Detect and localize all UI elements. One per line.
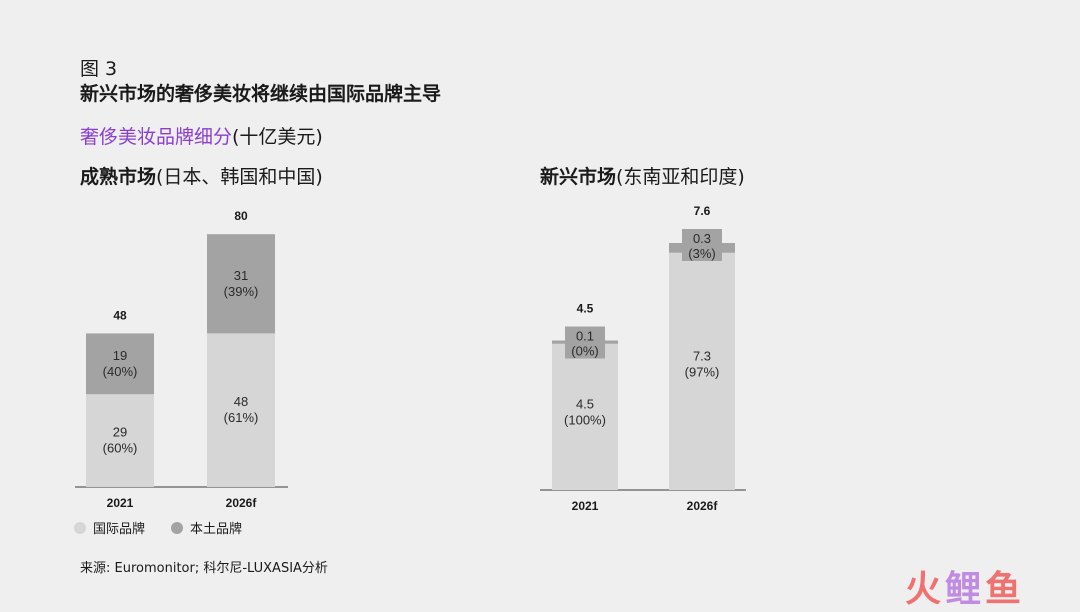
watermark-char-1: 火: [905, 569, 946, 610]
mature-label-international-share-2021: (60%): [103, 441, 138, 456]
legend-item-international: 国际品牌: [74, 518, 145, 537]
mature-market-title: 成熟市场(日本、韩国和中国): [80, 162, 323, 189]
mature-label-international-value-2021: 29: [113, 425, 127, 440]
emerging-label-local-value-2021: 0.1: [576, 329, 594, 344]
mature-x-tick-2021: 2021: [107, 496, 134, 510]
emerging-total-2021: 4.5: [577, 302, 594, 316]
watermark-char-2: 鲤: [945, 569, 986, 610]
mature-bar-international-2026f: [207, 333, 275, 487]
mature-label-local-share-2026f: (39%): [224, 284, 259, 299]
emerging-callout-local-2026f: [682, 229, 722, 261]
figure-title: 新兴市场的奢侈美妆将继续由国际品牌主导: [80, 83, 442, 105]
legend-item-local: 本土品牌: [171, 518, 242, 537]
mature-label-international-value-2026f: 48: [234, 394, 248, 409]
mature-label-local-value-2026f: 31: [234, 268, 248, 283]
chart-subtitle: 奢侈美妆品牌细分(十亿美元): [80, 122, 323, 149]
mature-total-2021: 48: [113, 308, 127, 322]
mature-bar-international-2021: [86, 394, 154, 487]
mature-market-title-bold: 成熟市场: [80, 166, 157, 188]
legend-dot-international: [74, 521, 86, 534]
emerging-market-title-bold: 新兴市场: [540, 166, 617, 188]
legend-label-international: 国际品牌: [93, 522, 146, 537]
emerging-callout-local-2021: [565, 326, 605, 359]
mature-label-local-value-2021: 19: [113, 348, 127, 363]
mature-label-local-share-2021: (40%): [103, 364, 138, 379]
emerging-market-title-rest: (东南亚和印度): [616, 166, 745, 188]
emerging-label-local-value-2026f: 0.3: [693, 231, 711, 246]
emerging-bar-international-2021: [552, 343, 618, 490]
legend: 国际品牌 本土品牌: [74, 518, 268, 537]
legend-label-local: 本土品牌: [190, 522, 243, 537]
mature-bar-local-2021: [86, 333, 154, 395]
legend-dot-local: [171, 521, 184, 534]
emerging-label-international-value-2021: 4.5: [576, 396, 594, 411]
subtitle-unit: (十亿美元): [232, 126, 323, 148]
emerging-label-local-share-2026f: (3%): [688, 246, 715, 261]
watermark-logo: 火鲤鱼: [905, 560, 1025, 612]
emerging-x-tick-2021: 2021: [572, 499, 599, 513]
mature-bar-local-2026f: [207, 234, 275, 334]
mature-label-international-share-2026f: (61%): [224, 410, 259, 425]
emerging-label-international-value-2026f: 7.3: [693, 348, 711, 363]
emerging-label-international-share-2026f: (97%): [685, 364, 720, 379]
emerging-total-2026f: 7.6: [694, 204, 711, 218]
watermark-char-3: 鱼: [985, 569, 1026, 610]
emerging-x-tick-2026f: 2026f: [687, 499, 719, 513]
emerging-label-international-share-2021: (100%): [564, 412, 606, 427]
mature-x-tick-2026f: 2026f: [226, 496, 258, 510]
mature-market-title-rest: (日本、韩国和中国): [156, 166, 323, 188]
emerging-market-title: 新兴市场(东南亚和印度): [540, 162, 745, 189]
emerging-label-local-share-2021: (0%): [571, 344, 598, 359]
emerging-bar-international-2026f: [669, 252, 735, 490]
source-note: 来源: Euromonitor; 科尔尼-LUXASIA分析: [80, 561, 328, 576]
mature-total-2026f: 80: [234, 209, 248, 223]
figure-label: 图 3: [80, 58, 118, 80]
subtitle-text: 奢侈美妆品牌细分: [80, 126, 233, 148]
